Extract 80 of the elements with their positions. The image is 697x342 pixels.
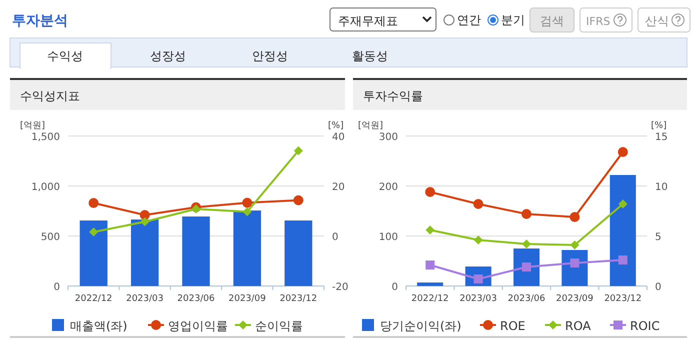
point bbox=[89, 228, 98, 236]
x-tick-label: 2023/03 bbox=[126, 294, 164, 304]
y-axis-title: [억원] bbox=[358, 121, 384, 131]
bar bbox=[130, 220, 159, 286]
point bbox=[618, 147, 628, 157]
y-tick-label: 200 bbox=[378, 182, 398, 193]
legend-label: ROA bbox=[565, 319, 592, 333]
y2-tick-label: 10 bbox=[655, 182, 668, 193]
point bbox=[242, 198, 252, 208]
y-tick-label: 0 bbox=[54, 282, 60, 293]
legend-label: ROE bbox=[500, 319, 526, 333]
bar bbox=[80, 220, 108, 286]
point bbox=[426, 260, 435, 270]
point bbox=[426, 226, 435, 234]
x-tick-label: 2023/12 bbox=[280, 294, 318, 304]
y-tick-label: 1,500 bbox=[31, 132, 60, 143]
text: 안정성 bbox=[252, 49, 288, 63]
y2-axis-title: [%] bbox=[651, 121, 667, 131]
legend-label: 영업이익률 bbox=[168, 319, 228, 333]
point bbox=[522, 262, 531, 272]
text: 산식 bbox=[645, 14, 669, 28]
point bbox=[570, 258, 580, 268]
bar bbox=[610, 175, 636, 286]
y-tick-label: 1,000 bbox=[31, 182, 60, 193]
point bbox=[192, 204, 200, 214]
text: 주재무제표 bbox=[338, 14, 398, 28]
x-tick-label: 2023/06 bbox=[508, 294, 546, 304]
y2-tick-label: -20 bbox=[332, 282, 348, 293]
text: 검색 bbox=[540, 14, 564, 28]
y2-tick-label: 20 bbox=[332, 182, 345, 193]
point bbox=[618, 256, 628, 264]
x-tick-label: 2022/12 bbox=[411, 294, 449, 304]
legend-label: 순이익률 bbox=[255, 319, 303, 333]
point bbox=[425, 187, 436, 197]
y2-tick-label: 40 bbox=[332, 132, 345, 143]
point bbox=[570, 240, 580, 250]
x-tick-label: 2022/12 bbox=[74, 294, 112, 304]
y-tick-label: 500 bbox=[40, 232, 60, 243]
legend-label: 당기순이익(좌) bbox=[380, 319, 462, 333]
point bbox=[140, 210, 150, 220]
point bbox=[294, 146, 303, 156]
legend-label: ROIC bbox=[630, 319, 660, 333]
point bbox=[242, 207, 252, 216]
y-tick-label: 100 bbox=[378, 232, 398, 243]
text: IFRS bbox=[586, 15, 610, 28]
x-tick-label: 2023/09 bbox=[228, 294, 266, 304]
y2-tick-label: 0 bbox=[655, 282, 662, 293]
point bbox=[140, 217, 150, 226]
bar bbox=[417, 282, 444, 286]
text: 수익성 bbox=[47, 49, 83, 63]
y-axis-title: [억원] bbox=[20, 121, 46, 131]
text: 성장성 bbox=[150, 49, 186, 63]
bar bbox=[284, 220, 312, 286]
x-tick-label: 2023/12 bbox=[604, 294, 642, 304]
x-tick-label: 2023/09 bbox=[556, 294, 594, 304]
x-tick-label: 2023/06 bbox=[177, 294, 215, 304]
bar bbox=[233, 210, 262, 286]
point bbox=[474, 236, 483, 244]
text: 분기 bbox=[501, 13, 525, 27]
point bbox=[293, 195, 304, 206]
x-tick-label: 2023/03 bbox=[460, 294, 497, 304]
chart-title: 수익성지표 bbox=[20, 89, 80, 103]
y2-tick-label: 0 bbox=[332, 232, 338, 243]
text: 활동성 bbox=[352, 49, 388, 63]
y-tick-label: 0 bbox=[392, 282, 398, 293]
point bbox=[88, 198, 99, 208]
text: 연간 bbox=[457, 13, 481, 27]
bar bbox=[182, 216, 210, 286]
point bbox=[522, 209, 532, 219]
y-tick-label: 300 bbox=[378, 132, 398, 143]
point bbox=[473, 199, 484, 209]
legend-label: 매출액(좌) bbox=[70, 319, 128, 333]
point bbox=[522, 240, 531, 248]
point bbox=[570, 212, 580, 222]
y2-tick-label: 5 bbox=[655, 232, 662, 243]
y2-tick-label: 15 bbox=[655, 132, 668, 143]
chart-title: 투자수익률 bbox=[363, 89, 423, 103]
y2-axis-title: [%] bbox=[328, 121, 344, 131]
text: 투자분석 bbox=[12, 13, 68, 29]
point bbox=[618, 200, 628, 208]
